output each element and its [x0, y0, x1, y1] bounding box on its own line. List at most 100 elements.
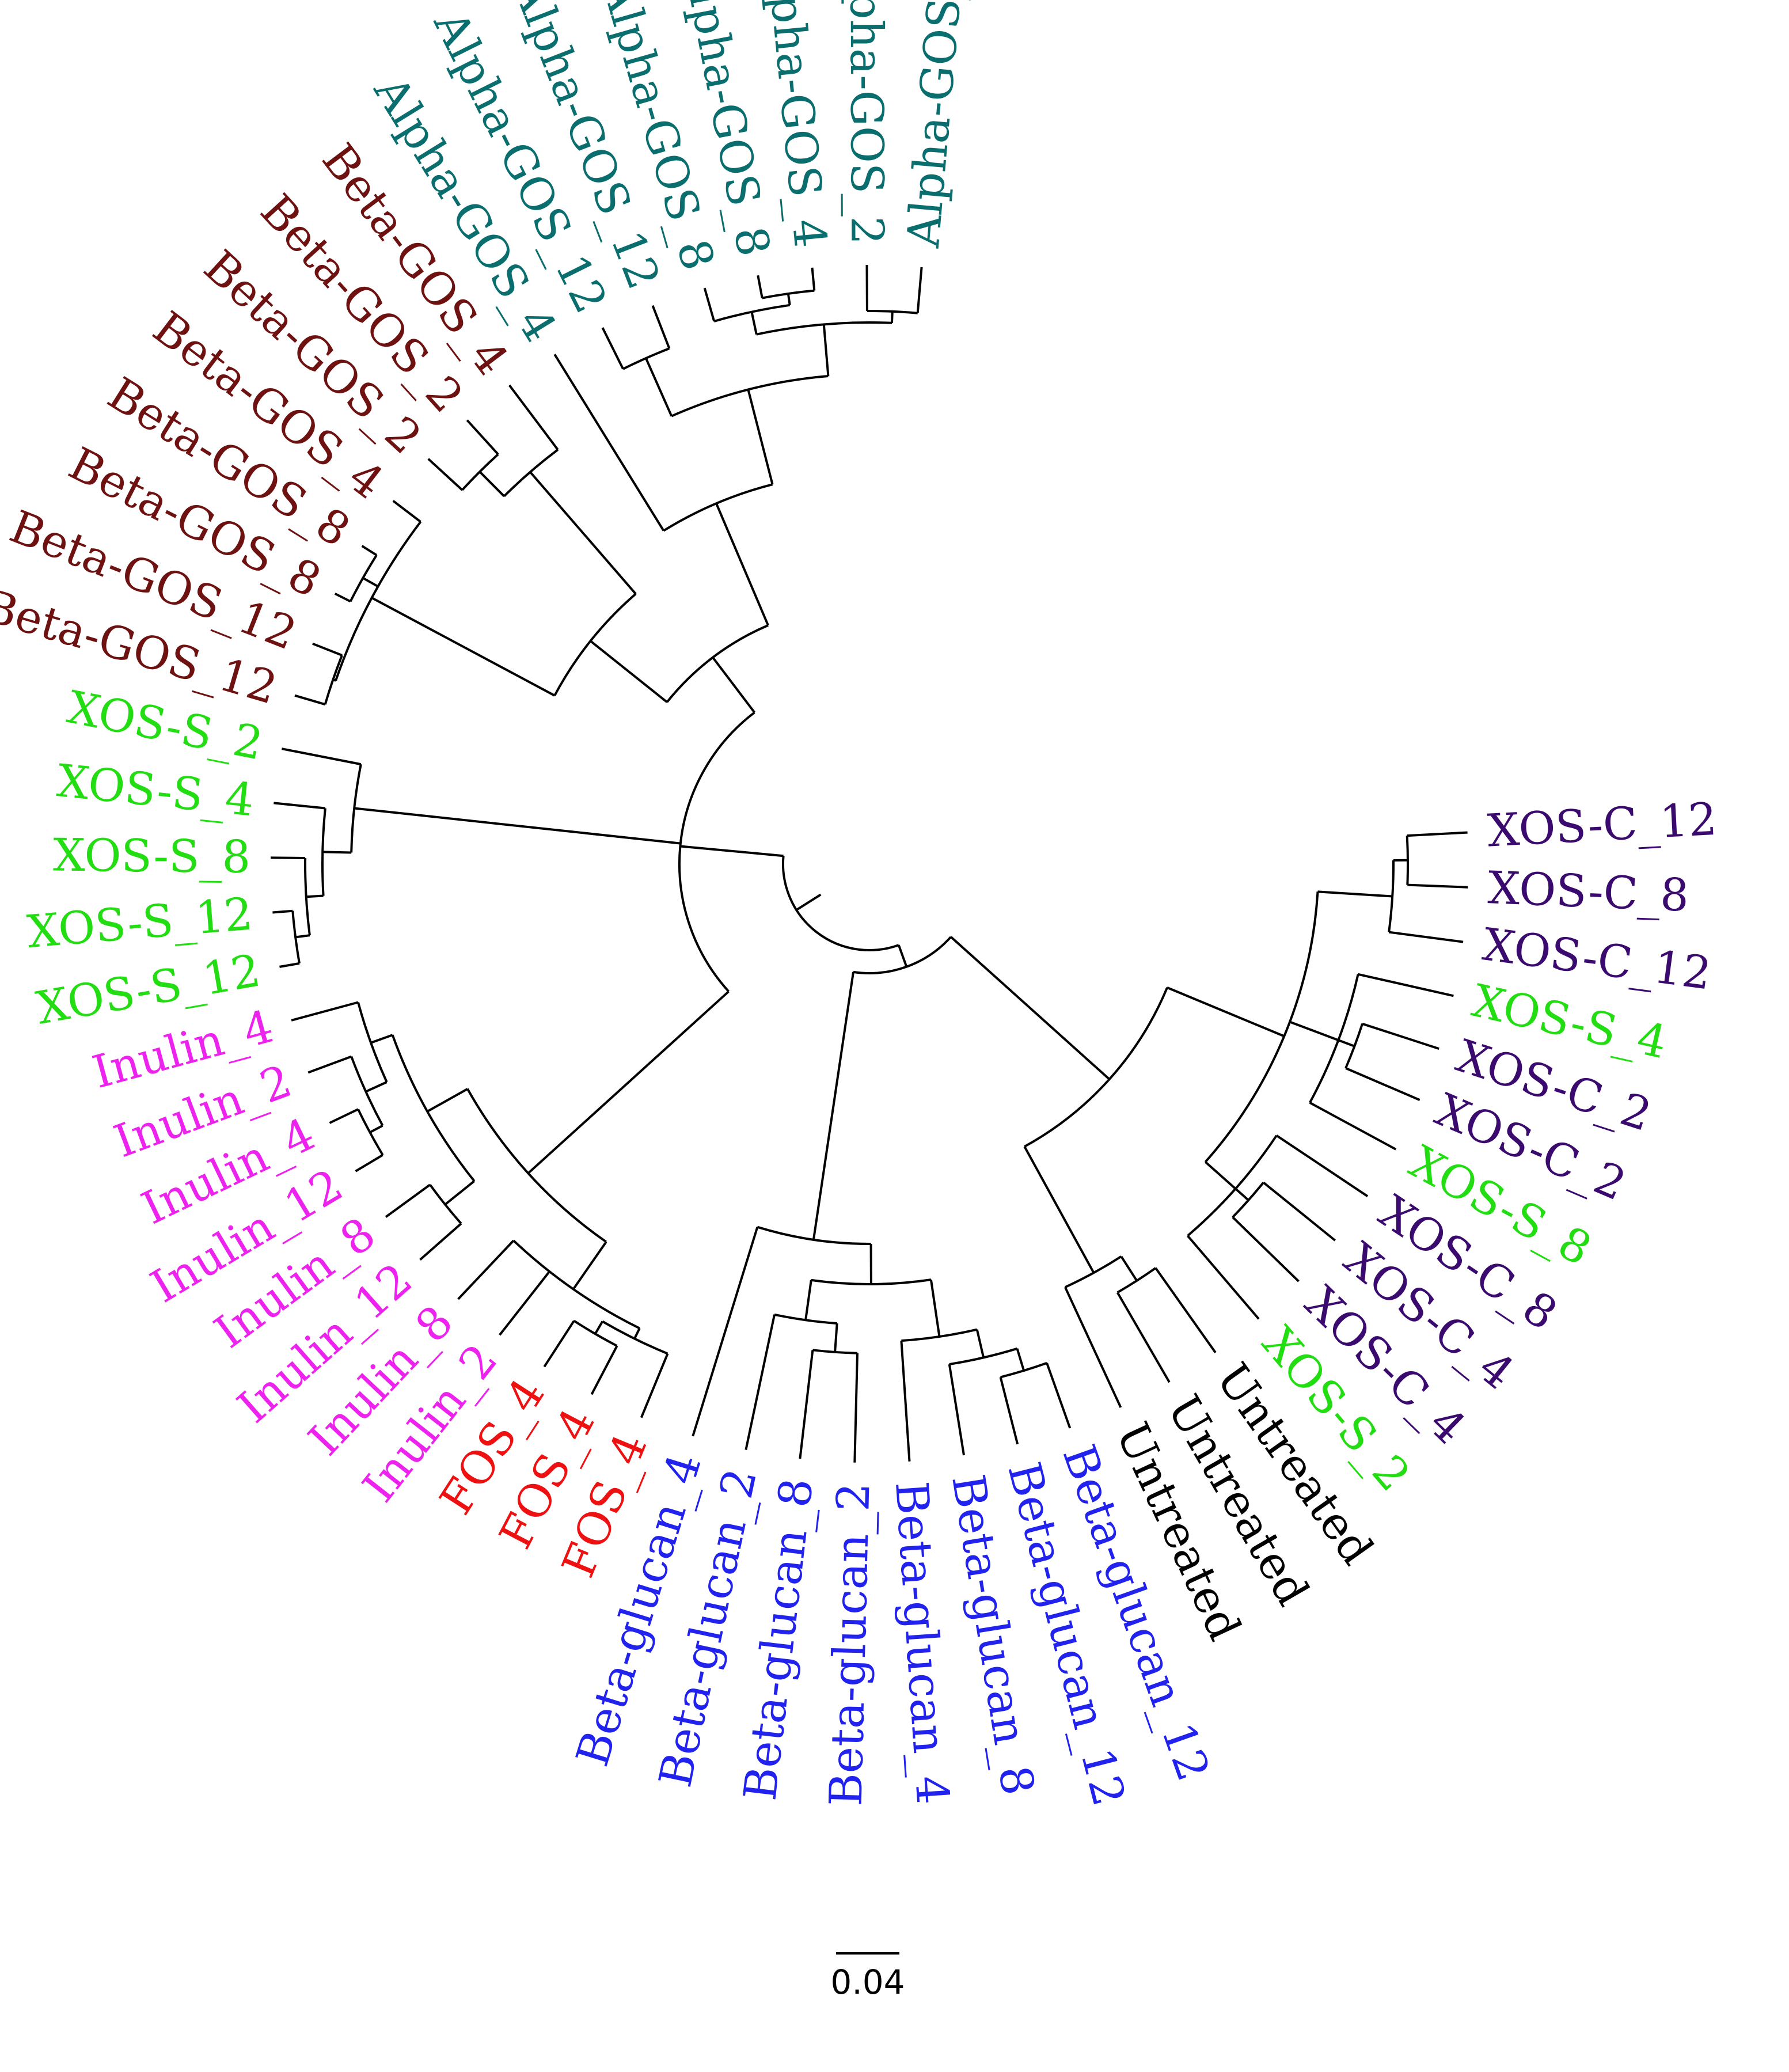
branch-radial: [644, 358, 673, 417]
branch-radial: [1309, 1102, 1397, 1151]
branch-radial: [703, 287, 716, 322]
branch-radial: [715, 503, 769, 626]
branch-radial: [640, 1353, 669, 1418]
branch-arc: [757, 1225, 871, 1246]
branch-radial: [651, 305, 671, 349]
branch-arc: [713, 303, 790, 322]
branch-radial: [989, 970, 1111, 1080]
branch-radial: [354, 807, 400, 814]
branch-radial: [457, 1239, 515, 1300]
branch-radial: [329, 1108, 359, 1124]
branch-radial: [900, 1340, 911, 1462]
branch-radial: [1407, 883, 1468, 889]
branch-radial: [392, 500, 421, 523]
branch-radial: [385, 1183, 431, 1218]
branch-radial: [692, 1227, 759, 1437]
leaf-label: XOS-C_8: [1487, 862, 1689, 922]
branch-radial: [680, 845, 784, 857]
branch-radial: [282, 747, 362, 766]
branch-radial: [787, 293, 791, 306]
branch-radial: [543, 1320, 575, 1368]
branch-radial: [601, 327, 624, 370]
branch-radial: [1205, 1161, 1237, 1190]
branch-radial: [1120, 1255, 1138, 1281]
branch-radial: [572, 1241, 607, 1290]
branch-radial: [999, 1376, 1019, 1445]
branch-radial: [499, 1270, 550, 1336]
branch-radial: [594, 1320, 604, 1335]
branch-radial: [950, 936, 990, 973]
branch-radial: [1263, 1181, 1336, 1242]
leaf-label: Alpha-GOS_2: [898, 0, 975, 250]
branch-radial: [508, 384, 559, 451]
branch-arc: [622, 347, 670, 370]
branch-radial: [272, 909, 293, 914]
branch-arc: [782, 856, 899, 951]
branch-radial: [1187, 1235, 1260, 1320]
branch-radial: [279, 962, 300, 968]
branch-radial: [590, 640, 668, 703]
branch-arc: [349, 554, 378, 602]
branch-radial: [419, 1223, 462, 1261]
branch-radial: [529, 471, 637, 595]
branch-arc: [1116, 1267, 1157, 1294]
branch-radial: [1289, 1020, 1339, 1042]
branch-radial: [975, 1329, 985, 1358]
branch-radial: [400, 812, 681, 845]
branch-radial: [1235, 1187, 1249, 1201]
branch-arc: [350, 1056, 384, 1126]
branch-radial: [897, 944, 908, 967]
branch-radial: [799, 1350, 814, 1459]
branch-arc: [1232, 1182, 1264, 1218]
branch-radial: [1362, 1022, 1439, 1050]
leaf-label: XOS-S_12: [25, 888, 255, 958]
branch-radial: [444, 1180, 475, 1206]
branch-radial: [361, 545, 378, 556]
branch-radial: [306, 894, 324, 898]
branch-radial: [334, 593, 351, 603]
branch-radial: [1232, 1216, 1300, 1282]
branch-radial: [362, 576, 379, 588]
tree-branches: [271, 264, 1468, 1463]
branch-radial: [633, 1327, 641, 1339]
branch-radial: [1046, 1363, 1072, 1429]
branch-radial: [478, 470, 505, 498]
branch-radial: [1167, 986, 1285, 1038]
branch-radial: [1016, 1348, 1025, 1371]
branch-radial: [427, 458, 464, 491]
scale-bar-label: 0.04: [830, 1963, 905, 2002]
branch-radial: [812, 1125, 832, 1240]
branch-radial: [804, 1280, 812, 1320]
branch-radial: [365, 1081, 388, 1093]
branch-arc: [671, 375, 829, 418]
leaf-label: XOS-S_8: [53, 830, 251, 883]
branch-radial: [747, 389, 774, 485]
branch-radial: [916, 267, 923, 313]
branch-radial: [427, 1088, 468, 1113]
branch-radial: [853, 1353, 859, 1463]
branch-arc: [391, 1034, 476, 1182]
branch-radial: [294, 694, 326, 706]
leaf-label: Beta-glucan_2: [821, 1482, 880, 1807]
branch-arc: [466, 1088, 607, 1243]
branch-radial: [1064, 1287, 1122, 1408]
branch-radial: [553, 354, 665, 532]
branch-radial: [312, 642, 343, 656]
branch-radial: [834, 1323, 838, 1353]
branch-arc: [1344, 1023, 1363, 1069]
branch-radial: [929, 1279, 941, 1337]
branch-radial: [1023, 1146, 1095, 1274]
leaf-label: Alpha-GOS_2: [840, 0, 892, 245]
branch-radial: [369, 1124, 383, 1134]
branch-radial: [1345, 1067, 1420, 1101]
branch-radial: [1338, 1039, 1355, 1048]
branch-radial: [1116, 1292, 1171, 1383]
branch-radial: [1154, 1267, 1217, 1353]
branch-radial: [371, 597, 556, 697]
branch-radial: [466, 419, 499, 456]
leaf-label: Beta-glucan_4: [885, 1480, 958, 1807]
branch-radial: [1275, 1134, 1369, 1197]
branch-radial: [811, 267, 816, 291]
leaf-labels: Alpha-GOS_2Alpha-GOS_2Alpha-GOS_4Alpha-G…: [0, 0, 1718, 1811]
